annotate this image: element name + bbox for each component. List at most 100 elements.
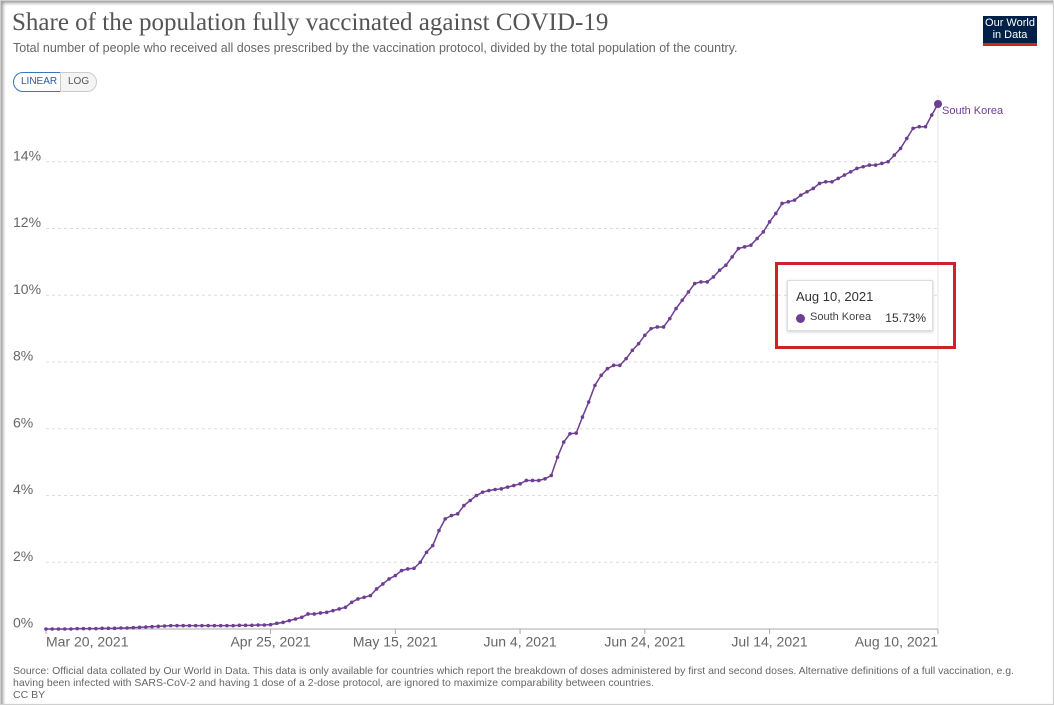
logo[interactable]: Our World in Data <box>983 16 1037 46</box>
point <box>536 478 541 483</box>
log-button[interactable]: LOG <box>60 72 98 92</box>
chart-title: Share of the population fully vaccinated… <box>12 9 609 36</box>
point <box>811 186 816 191</box>
point <box>749 243 753 247</box>
y-tick-label: 2% <box>13 548 33 564</box>
point <box>175 623 179 628</box>
source-note: Source: Official data collated by Our Wo… <box>13 665 1014 689</box>
y-tick-label: 12% <box>13 214 41 230</box>
point <box>836 176 840 181</box>
point <box>150 624 154 629</box>
point <box>780 201 784 206</box>
point <box>256 623 260 627</box>
point <box>412 566 416 571</box>
point <box>331 608 335 613</box>
y-tick-label: 0% <box>13 615 33 631</box>
point <box>611 363 616 368</box>
point <box>81 626 86 631</box>
series-label: South Korea <box>942 105 1004 117</box>
point <box>667 316 672 321</box>
point <box>62 627 67 631</box>
point <box>181 623 186 628</box>
point <box>805 189 809 194</box>
point <box>337 607 341 611</box>
point <box>618 363 622 368</box>
point <box>324 610 329 615</box>
tooltip-title: Aug 10, 2021 <box>796 289 874 304</box>
point <box>399 568 404 573</box>
point <box>299 615 304 620</box>
point <box>717 268 722 273</box>
point <box>643 333 647 338</box>
point <box>886 159 890 164</box>
point <box>474 493 479 498</box>
point <box>349 600 354 605</box>
x-tick-label: Jun 24, 2021 <box>604 634 685 650</box>
point <box>736 246 741 251</box>
point <box>711 275 716 279</box>
point <box>218 623 223 628</box>
point <box>468 498 472 503</box>
point <box>568 431 572 436</box>
point <box>792 198 797 202</box>
point <box>649 326 653 331</box>
point <box>50 627 55 631</box>
point <box>212 623 217 628</box>
point <box>817 181 822 186</box>
point <box>231 623 235 628</box>
point <box>518 482 522 486</box>
x-tick-label: Jul 14, 2021 <box>731 634 807 650</box>
point <box>287 618 292 623</box>
y-tick-label: 10% <box>13 281 41 297</box>
point <box>225 623 229 628</box>
point <box>187 623 192 628</box>
point <box>374 587 379 591</box>
point <box>880 161 884 166</box>
x-tick-label: May 15, 2021 <box>353 634 438 650</box>
point <box>144 625 148 629</box>
point <box>599 373 603 378</box>
point <box>923 124 928 129</box>
point <box>250 623 254 628</box>
point <box>505 485 510 489</box>
point <box>125 626 129 630</box>
point <box>44 627 48 631</box>
point <box>934 100 942 109</box>
license: CC BY <box>13 689 46 701</box>
line <box>46 103 939 630</box>
point <box>112 626 117 631</box>
point <box>636 341 641 346</box>
point <box>855 166 859 171</box>
point <box>830 179 834 184</box>
point <box>530 478 535 483</box>
point <box>237 623 242 628</box>
point <box>593 383 597 388</box>
point <box>443 517 448 521</box>
point <box>661 325 666 329</box>
point <box>724 263 728 268</box>
point <box>798 193 803 197</box>
point <box>268 622 273 627</box>
point <box>742 245 747 249</box>
point <box>156 624 161 629</box>
tooltip: Aug 10, 2021 South Korea 15.73% <box>787 280 933 331</box>
point <box>767 220 772 224</box>
point <box>549 473 554 478</box>
point <box>842 173 847 177</box>
point <box>730 255 734 259</box>
point <box>774 211 778 216</box>
point <box>243 623 248 628</box>
point <box>580 415 585 419</box>
point <box>574 431 579 435</box>
point <box>362 595 366 600</box>
highlight-box <box>775 262 956 349</box>
point <box>368 593 373 598</box>
point <box>823 179 828 184</box>
point <box>418 560 423 565</box>
point <box>449 513 454 518</box>
point <box>786 200 791 204</box>
point <box>917 124 922 129</box>
point <box>119 626 123 630</box>
point <box>680 298 685 303</box>
